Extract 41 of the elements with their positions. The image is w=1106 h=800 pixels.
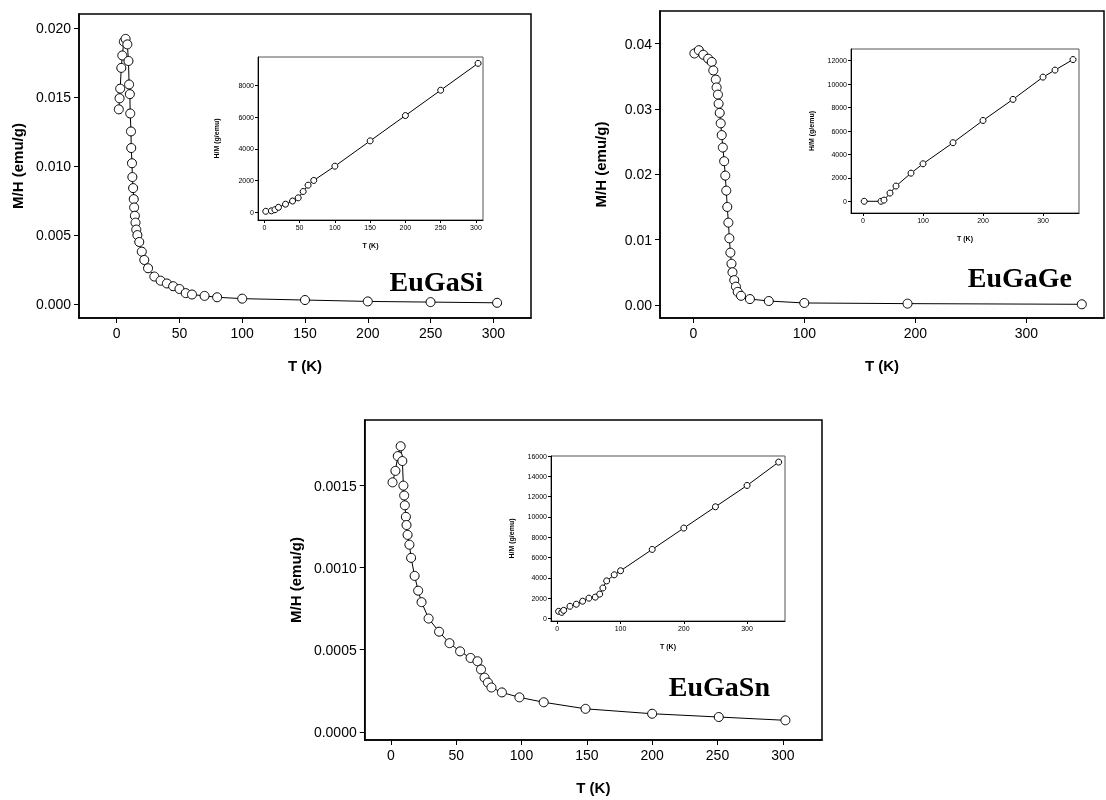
annotation: EuGaSi (389, 265, 484, 297)
annotation: EuGaGe (967, 261, 1072, 293)
y-tick-label: 0.01 (624, 231, 653, 248)
y-tick-label: 0.0010 (313, 559, 357, 576)
x-tick-label: 200 (640, 747, 665, 763)
x-tick-label: 150 (575, 747, 599, 763)
y-tick-label: 0.010 (35, 158, 72, 174)
y-axis-title: M/H (emu/g) (592, 121, 609, 208)
x-tick-label: 250 (705, 747, 730, 763)
y-tick-label: 0.0005 (313, 641, 357, 658)
y-tick-label: 0.020 (35, 19, 72, 36)
y-tick-label: 0.0015 (313, 477, 357, 494)
y-tick-label: 0.03 (624, 100, 653, 117)
x-tick-label: 250 (418, 325, 443, 341)
y-tick-label: 0.000 (35, 296, 72, 313)
annotation: EuGaSn (668, 670, 771, 702)
y-tick-label: 0.0000 (313, 723, 357, 740)
x-tick-label: 300 (481, 325, 506, 341)
x-tick-label: 0 (689, 325, 698, 341)
x-tick-label: 0 (112, 325, 121, 341)
x-tick-label: 300 (1014, 325, 1039, 341)
x-axis-title: T (K) (864, 357, 900, 374)
y-tick-label: 0.02 (624, 166, 653, 183)
y-tick-label: 0.04 (624, 35, 653, 52)
x-tick-label: 300 (771, 747, 795, 763)
x-tick-label: 50 (448, 747, 465, 763)
x-tick-label: 100 (509, 747, 534, 763)
y-axis-title: M/H (emu/g) (9, 123, 27, 209)
x-axis-title: T (K) (287, 357, 323, 374)
y-axis-title: M/H (emu/g) (287, 537, 304, 623)
x-tick-label: 0 (386, 747, 395, 763)
y-tick-label: 0.00 (624, 296, 653, 313)
x-tick-label: 100 (230, 325, 255, 341)
x-tick-label: 200 (903, 325, 928, 341)
y-tick-label: 0.005 (35, 227, 72, 244)
x-tick-label: 200 (356, 325, 380, 341)
y-tick-label: 0.015 (35, 88, 72, 105)
x-tick-label: 100 (792, 325, 817, 341)
x-axis-title: T (K) (576, 779, 611, 796)
x-tick-label: 50 (171, 325, 188, 341)
x-tick-label: 150 (293, 325, 317, 341)
